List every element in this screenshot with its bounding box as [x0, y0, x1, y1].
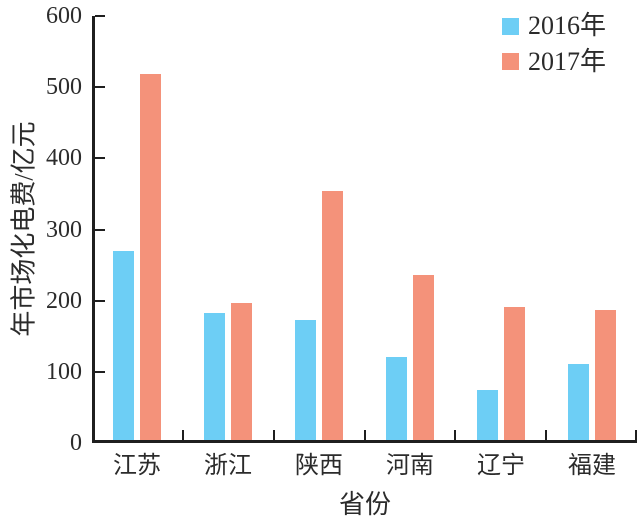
plot-area: 0 100 200 300 400 500 600 [46, 4, 637, 455]
category-label: 河南 [386, 453, 434, 479]
x-tick-mark [454, 430, 456, 440]
category-label: 陕西 [295, 453, 343, 479]
category-label: 福建 [568, 453, 616, 479]
legend-item: 2017年 [502, 46, 607, 77]
y-tick-label: 200 [46, 287, 82, 314]
y-axis-title: 年市场化电费/亿元 [9, 121, 39, 337]
x-tick-mark [273, 430, 275, 440]
y-tick-label: 0 [70, 430, 82, 456]
y-tick-label: 400 [46, 145, 82, 172]
y-tick-label: 100 [46, 358, 82, 385]
bar-2016 [295, 320, 316, 440]
y-tick-mark [95, 370, 105, 373]
bar-2017 [231, 302, 252, 440]
legend-label: 2016年 [528, 11, 607, 40]
y-tick-label: 500 [46, 74, 82, 101]
category-label: 浙江 [204, 453, 252, 479]
bar-2017 [413, 274, 434, 440]
x-tick-mark [182, 430, 184, 440]
bar-2017 [322, 190, 343, 440]
category-label: 江苏 [113, 453, 161, 479]
y-axis-line [92, 16, 95, 443]
bar-2017 [140, 73, 161, 440]
bar-2016 [477, 390, 498, 440]
x-tick-mark [635, 430, 637, 440]
bar-2016 [113, 251, 134, 440]
x-axis-title: 省份 [338, 490, 391, 519]
legend-swatch-2016 [502, 17, 519, 35]
legend-swatch-2017 [502, 53, 519, 71]
legend: 2016年 2017年 [502, 11, 607, 83]
x-tick-mark [364, 430, 366, 440]
legend-item: 2016年 [502, 11, 607, 41]
y-tick-label: 600 [46, 3, 82, 29]
x-tick-mark [545, 430, 547, 440]
bar-2016 [386, 356, 407, 440]
bar-2017 [595, 309, 616, 440]
y-tick-mark [95, 157, 105, 160]
y-tick-mark [95, 228, 105, 231]
y-tick-mark [95, 15, 105, 17]
legend-label: 2017年 [528, 46, 607, 76]
x-axis-line [92, 440, 637, 443]
bar-2016 [568, 363, 589, 440]
category-label: 辽宁 [477, 453, 525, 479]
bar-2016 [204, 313, 225, 440]
y-tick-mark [95, 86, 105, 89]
y-tick-label: 300 [46, 216, 82, 243]
bar-2017 [504, 306, 525, 440]
y-tick-mark [95, 299, 105, 302]
